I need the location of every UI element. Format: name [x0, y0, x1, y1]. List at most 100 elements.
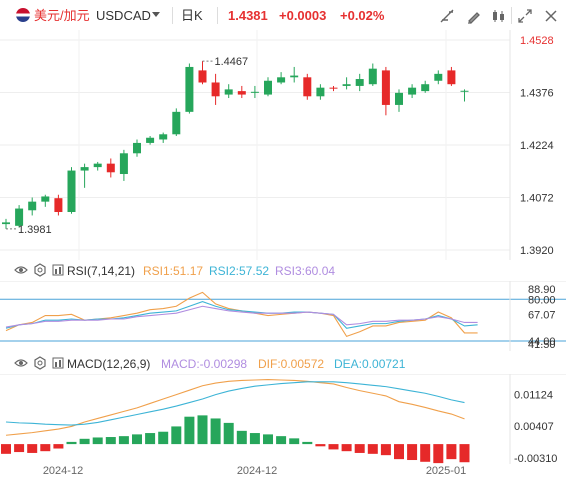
y-tick-label: 0.01124 — [514, 389, 553, 401]
rsi-header: RSI(7,14,21) RSI1:51.17 RSI2:57.52 RSI3:… — [0, 262, 566, 280]
candles-icon — [493, 10, 504, 22]
macd-histogram-bar — [341, 444, 352, 452]
settings-icon[interactable] — [33, 263, 47, 277]
candle-body — [198, 70, 207, 83]
candle-body — [277, 77, 286, 83]
price-chart[interactable]: 1.4528 1.4376 1.4224 1.4072 1.3920 1.4467 1.39… — [0, 30, 566, 260]
rsi-series-line — [5, 301, 478, 329]
candle-body — [237, 91, 246, 95]
eye-icon[interactable] — [14, 263, 28, 277]
macd-histogram-bar — [367, 444, 378, 454]
settings-icon[interactable] — [33, 356, 47, 370]
candle-body — [2, 222, 10, 225]
macd-value: MACD:-0.00298 — [161, 357, 248, 371]
chevron-down-icon[interactable] — [152, 12, 160, 17]
compare-button[interactable] — [436, 6, 458, 26]
y-tick-label: -0.00310 — [514, 453, 557, 465]
candle-body — [133, 142, 141, 154]
macd-histogram-bar — [446, 444, 457, 460]
macd-histogram-bar — [14, 444, 25, 453]
rsi-series-line — [5, 305, 478, 328]
y-tick-label: 1.3920 — [520, 245, 554, 257]
candle-body — [211, 82, 220, 97]
candle-body — [146, 137, 155, 143]
macd-histogram-bar — [276, 436, 287, 445]
macd-histogram-bar — [79, 438, 90, 445]
macd-name: MACD(12,26,9) — [67, 357, 151, 371]
macd-histogram-bar — [132, 434, 142, 445]
macd-histogram-bar — [92, 437, 103, 445]
macd-histogram-bar — [197, 415, 208, 445]
fullscreen-icon — [518, 9, 532, 23]
flag-icon — [16, 8, 30, 22]
candle-body — [15, 208, 24, 226]
dea-value: DEA:0.00721 — [334, 357, 406, 371]
macd-histogram-bar — [145, 433, 156, 445]
close-button[interactable] — [540, 6, 562, 26]
macd-histogram-bar — [223, 422, 234, 445]
candle-body — [421, 84, 430, 92]
macd-histogram-bar — [302, 441, 313, 445]
indicator-button[interactable] — [488, 6, 510, 26]
period-selector[interactable]: 日K — [181, 8, 203, 23]
macd-histogram-bar — [315, 444, 326, 447]
candle-body — [41, 196, 50, 202]
macd-series-line — [5, 381, 465, 426]
candle-body — [303, 77, 312, 97]
candle-body — [434, 73, 443, 81]
rsi1-value: RSI1:51.17 — [143, 264, 204, 278]
candle-body — [54, 198, 63, 213]
macd-histogram-bar — [328, 444, 339, 450]
macd-histogram-bar — [27, 444, 38, 453]
eye-icon[interactable] — [14, 356, 28, 370]
divider — [511, 7, 512, 24]
macd-histogram-bar — [1, 444, 11, 454]
macd-histogram-bar — [66, 441, 77, 445]
macd-histogram-bar — [289, 438, 300, 445]
close-icon — [545, 10, 557, 22]
candle-body — [106, 163, 115, 173]
price-change-percent: +0.02% — [340, 8, 385, 23]
candle-body — [355, 79, 364, 86]
macd-histogram-bar — [354, 444, 365, 453]
draw-button[interactable] — [463, 6, 485, 26]
y-tick-label: 88.90 — [528, 284, 556, 296]
candle-body — [342, 84, 351, 86]
x-tick-label: 2024-12 — [237, 465, 277, 477]
candle-body — [408, 87, 417, 95]
candle-body — [172, 111, 181, 135]
macd-histogram-bar — [158, 431, 169, 445]
candle-body — [119, 153, 128, 175]
candle-body — [224, 89, 233, 95]
candle-body — [447, 70, 456, 85]
divider — [217, 7, 218, 24]
macd-chart[interactable]: 0.01124 0.00407 -0.00310 2024-12 2024-12 2025… — [0, 374, 566, 482]
y-tick-label: 67.07 — [528, 309, 556, 321]
macd-histogram-bar — [210, 418, 221, 445]
candle-body — [67, 170, 76, 213]
symbol-cn-label[interactable]: 美元/加元 — [34, 8, 90, 23]
macd-histogram-bar — [433, 444, 444, 464]
macd-histogram-bar — [40, 444, 51, 452]
candle-body — [316, 87, 325, 97]
low-annotation: 1.3981 — [18, 224, 52, 236]
compare-icon — [440, 9, 454, 23]
macd-histogram-bar — [236, 430, 247, 445]
macd-histogram-bar — [171, 426, 182, 445]
symbol-selector[interactable]: USDCAD — [96, 8, 151, 23]
y-tick-label: 0.00407 — [514, 421, 554, 433]
draw-icon — [468, 12, 480, 24]
macd-histogram-bar — [184, 416, 195, 445]
indicator-icon — [52, 357, 64, 369]
candle-body — [80, 167, 89, 171]
macd-histogram-bar — [53, 444, 64, 449]
candle-body — [93, 163, 102, 168]
x-tick-label: 2025-01 — [426, 465, 466, 477]
macd-histogram-bar — [407, 444, 418, 461]
macd-series-line — [5, 379, 465, 436]
candle-body — [460, 90, 469, 92]
fullscreen-button[interactable] — [514, 6, 536, 26]
macd-histogram-bar — [394, 444, 404, 460]
y-tick-label: 1.4528 — [520, 35, 554, 47]
